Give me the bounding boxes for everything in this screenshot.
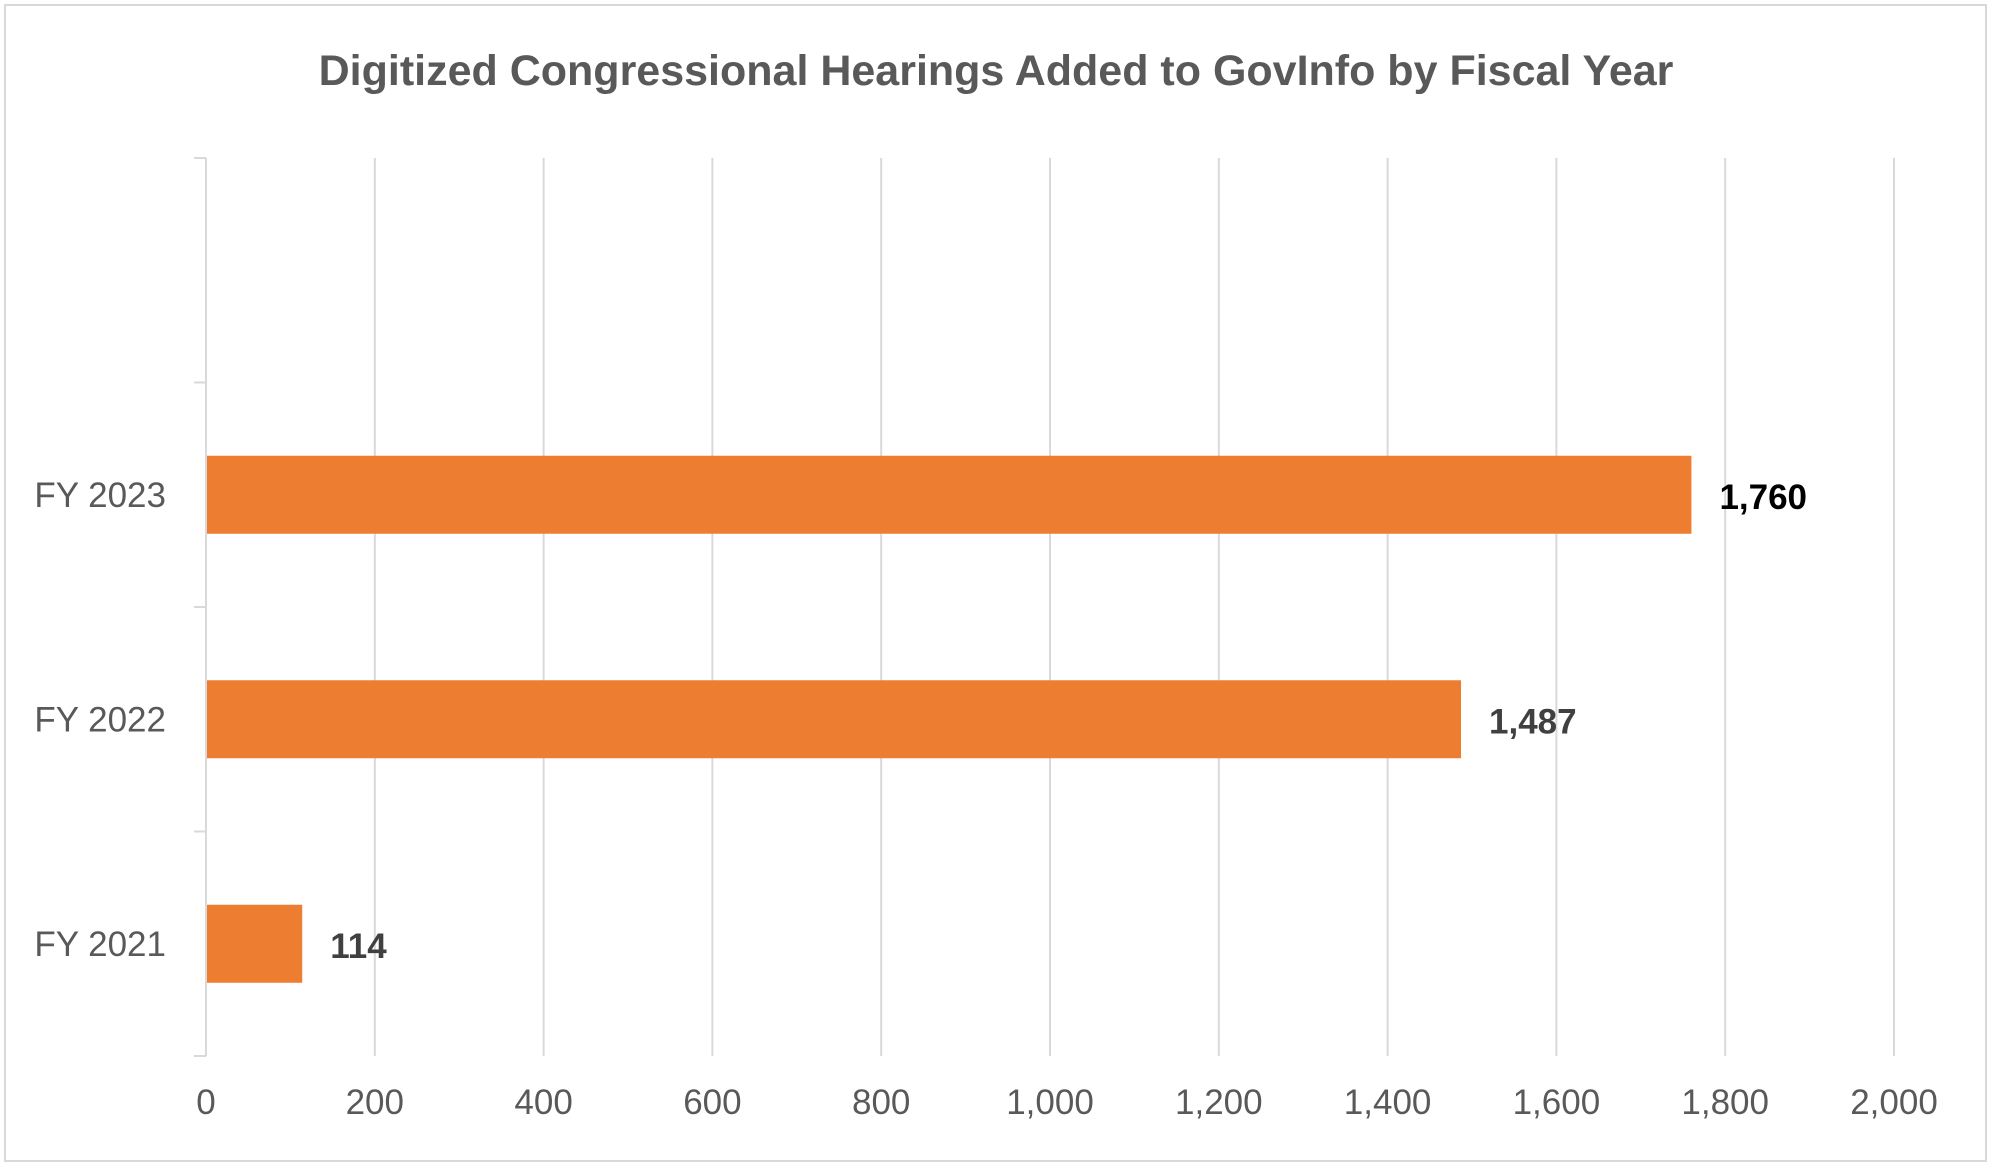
x-tick-label: 0 xyxy=(196,1083,215,1122)
x-axis-ticks: 0 200 400 600 800 1,000 1,200 1,400 1,600 1,800 2,… xyxy=(196,1083,1938,1122)
data-label: 1,760 xyxy=(1719,478,1807,517)
x-tick-label: 2,000 xyxy=(1850,1083,1938,1122)
x-tick-label: 1,800 xyxy=(1681,1083,1769,1122)
x-tick-label: 1,600 xyxy=(1513,1083,1601,1122)
x-tick-label: 1,400 xyxy=(1344,1083,1432,1122)
category-labels: FY 2021 FY 2022 FY 2023 xyxy=(34,476,166,964)
chart-title: Digitized Congressional Hearings Added t… xyxy=(319,47,1674,95)
x-tick-label: 1,000 xyxy=(1006,1083,1094,1122)
bar-fy-2023 xyxy=(207,455,1692,534)
data-labels: 114 1,487 1,760 xyxy=(330,478,1807,966)
x-tick-label: 800 xyxy=(852,1083,910,1122)
category-axis xyxy=(194,157,207,1057)
category-label: FY 2021 xyxy=(34,925,166,964)
x-tick-label: 400 xyxy=(514,1083,572,1122)
category-label: FY 2022 xyxy=(34,700,166,739)
gridlines xyxy=(373,158,1895,1056)
chart-frame xyxy=(4,4,1987,1162)
x-tick-label: 200 xyxy=(346,1083,404,1122)
category-label: FY 2023 xyxy=(34,476,166,515)
x-tick-label: 1,200 xyxy=(1175,1083,1263,1122)
data-label: 1,487 xyxy=(1489,702,1577,741)
x-tick-label: 600 xyxy=(683,1083,741,1122)
bars xyxy=(207,455,1692,983)
bar-fy-2022 xyxy=(207,680,1462,759)
bar-fy-2021 xyxy=(207,904,303,983)
data-label: 114 xyxy=(330,927,387,966)
